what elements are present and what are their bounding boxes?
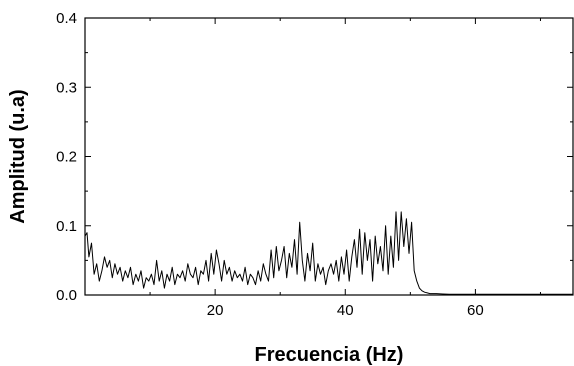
x-tick-label: 60 (467, 302, 484, 319)
series-line (84, 211, 573, 295)
chart-series (84, 211, 573, 295)
chart-tick-labels: 0.0 0.1 0.2 0.3 0.4 20 40 60 (56, 10, 484, 319)
y-tick-label: 0.4 (56, 10, 77, 27)
x-axis-title: Frecuencia (Hz) (255, 344, 404, 366)
x-tick-label: 40 (337, 302, 354, 319)
chart-axes (84, 17, 574, 296)
y-axis-title: Amplitud (u.a) (7, 89, 29, 223)
x-tick-label: 20 (207, 302, 224, 319)
y-tick-label: 0.2 (56, 149, 77, 166)
plot-frame (84, 17, 574, 296)
y-tick-label: 0.3 (56, 79, 77, 96)
y-tick-label: 0.0 (56, 287, 77, 304)
y-tick-label: 0.1 (56, 218, 77, 235)
